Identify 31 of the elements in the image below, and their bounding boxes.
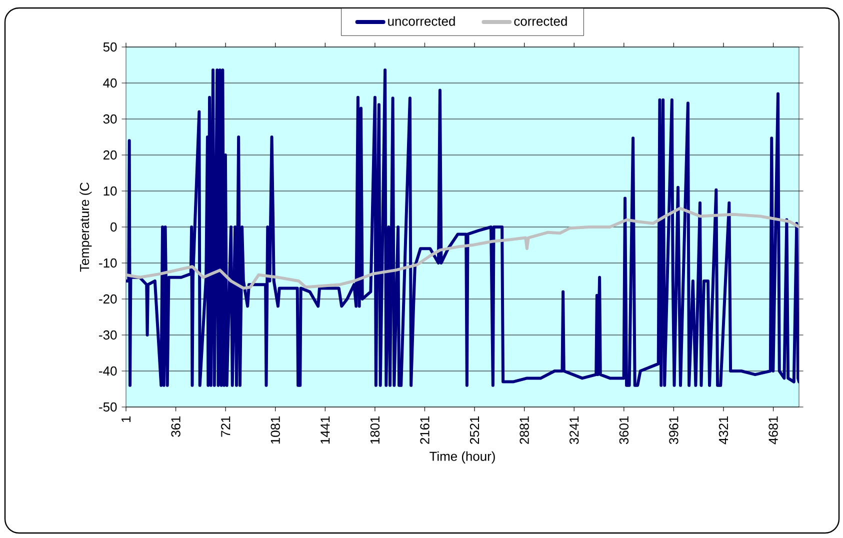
y-tick-label: -10 <box>99 258 117 268</box>
x-tick-label: 1441 <box>320 416 330 444</box>
line-series <box>126 68 800 387</box>
x-tick-label: 4681 <box>768 416 778 444</box>
line-series <box>126 206 800 290</box>
x-tick-label: 3961 <box>669 416 678 444</box>
x-tick-label: 2881 <box>520 416 529 444</box>
y-tick-label: 30 <box>103 114 117 124</box>
y-tick-label: 40 <box>103 78 117 88</box>
x-tick-label: 721 <box>221 416 230 437</box>
y-tick-label: 50 <box>103 42 117 52</box>
x-axis-title: Time (hour) <box>430 451 495 464</box>
x-tick-label: 3601 <box>619 416 628 444</box>
legend-label: uncorrected <box>388 16 455 26</box>
y-tick-label: -50 <box>99 402 117 412</box>
x-tick-label: 3241 <box>570 416 579 444</box>
y-tick-label: -40 <box>99 366 117 376</box>
x-tick-label: 1801 <box>370 416 380 444</box>
x-tick-label: 4321 <box>718 416 728 444</box>
y-tick-label: 20 <box>103 150 117 160</box>
y-axis-title: Temperature (C <box>80 182 92 272</box>
legend-label: corrected <box>514 16 567 26</box>
y-tick-label: 10 <box>104 186 117 196</box>
x-tick-label: 2161 <box>420 416 430 444</box>
y-tick-label: 0 <box>110 222 117 232</box>
x-tick-label: 2521 <box>470 416 480 444</box>
y-tick-label: -20 <box>99 294 117 304</box>
x-tick-label: 1 <box>122 416 130 422</box>
x-tick-label: 1081 <box>270 416 280 444</box>
x-tick-label: 361 <box>171 416 180 437</box>
y-tick-label: -30 <box>99 330 117 340</box>
